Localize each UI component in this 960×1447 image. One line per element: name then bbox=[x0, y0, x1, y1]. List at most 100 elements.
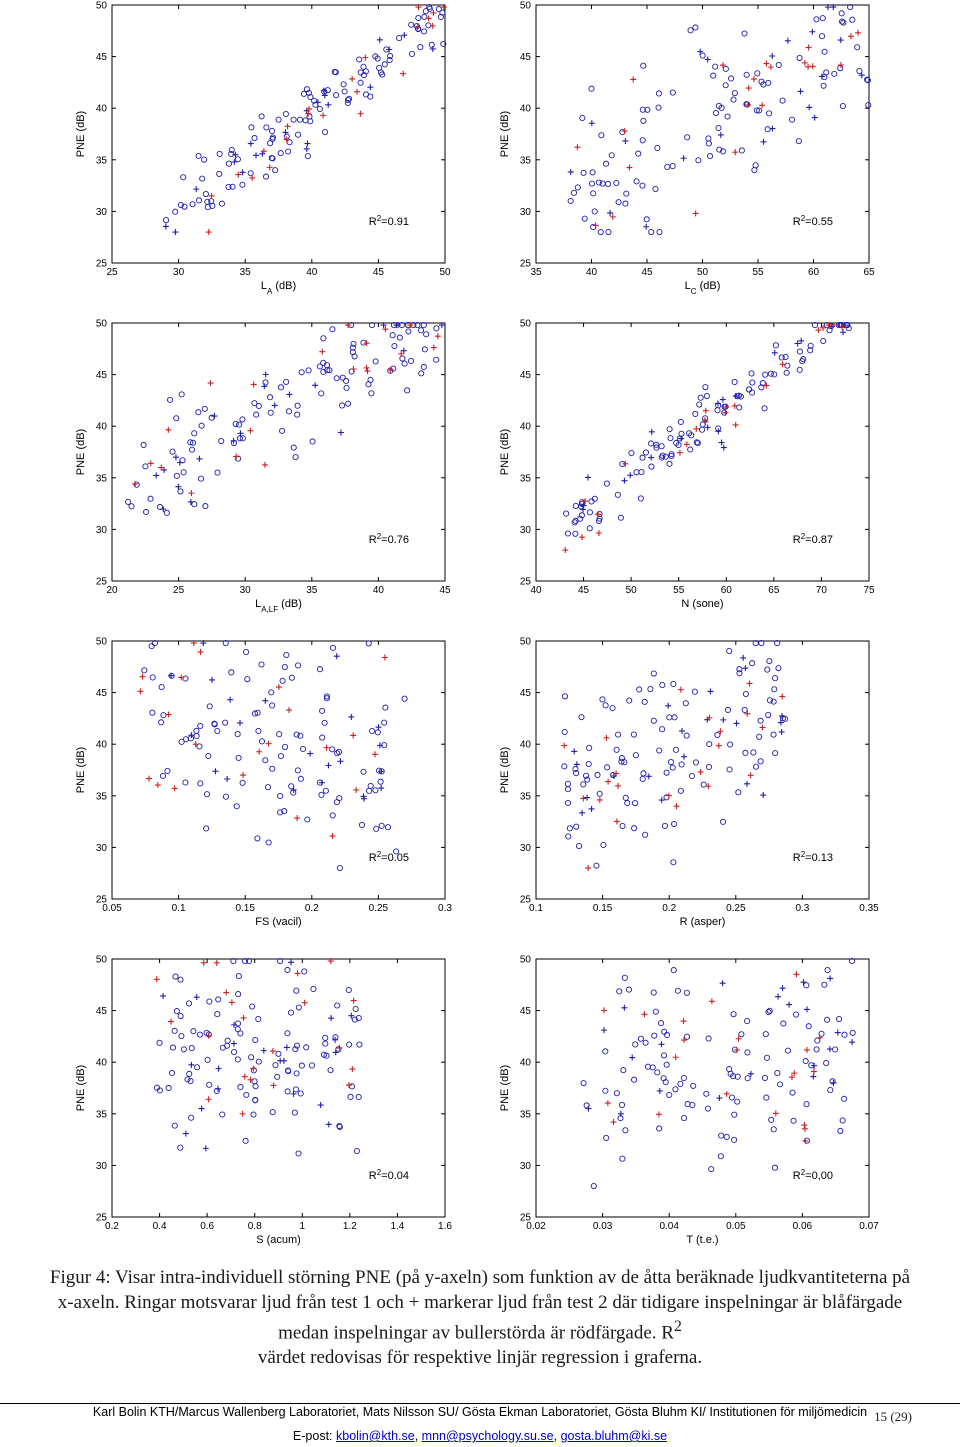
data-point-circle bbox=[647, 440, 655, 447]
data-point-plus-red bbox=[382, 326, 389, 333]
data-point-circle bbox=[564, 530, 571, 537]
data-point-circle bbox=[838, 10, 845, 17]
data-point-circle bbox=[642, 1039, 649, 1046]
data-point-circle bbox=[565, 833, 572, 840]
data-point-plus-red bbox=[697, 768, 704, 775]
data-point-circle bbox=[251, 710, 259, 717]
x-tick-label: 40 bbox=[373, 585, 385, 596]
data-point-circle bbox=[214, 469, 221, 476]
data-point-plus-red bbox=[197, 648, 204, 655]
data-point-plus-red bbox=[680, 1018, 687, 1025]
plot-frame bbox=[535, 958, 870, 1218]
data-point-plus-red bbox=[247, 1076, 254, 1083]
data-point-circle bbox=[672, 746, 680, 753]
data-point-plus-red bbox=[732, 149, 739, 156]
data-point-circle bbox=[670, 680, 677, 687]
data-point-circle bbox=[734, 1073, 741, 1080]
data-point-circle bbox=[237, 1083, 244, 1091]
data-point-circle bbox=[650, 670, 657, 677]
data-point-circle bbox=[254, 709, 261, 716]
data-point-plus-blue bbox=[720, 444, 727, 451]
data-point-circle bbox=[322, 1034, 329, 1041]
x-tick-label: 25 bbox=[106, 267, 118, 278]
data-point-circle bbox=[563, 510, 570, 517]
data-point-circle bbox=[824, 1016, 831, 1023]
data-point-circle bbox=[618, 758, 625, 765]
data-point-plus-blue bbox=[830, 4, 837, 11]
data-point-circle bbox=[780, 1020, 787, 1027]
data-point-circle bbox=[572, 502, 579, 509]
data-point-circle bbox=[177, 1012, 184, 1020]
data-point-circle bbox=[180, 174, 187, 181]
data-point-plus-red bbox=[400, 70, 407, 77]
data-point-circle bbox=[326, 367, 333, 374]
data-point-circle bbox=[637, 495, 644, 502]
x-axis-label: N (sone) bbox=[681, 598, 723, 610]
data-point-plus-blue bbox=[617, 1110, 624, 1117]
data-point-circle bbox=[694, 439, 701, 447]
email-link-mnn[interactable]: mnn@psychology.su.se bbox=[421, 1429, 554, 1443]
y-tick-label: 50 bbox=[520, 1, 532, 12]
data-point-circle bbox=[658, 1020, 665, 1027]
data-point-circle bbox=[752, 763, 760, 770]
data-point-plus-blue bbox=[811, 1062, 818, 1069]
data-point-plus-blue bbox=[571, 748, 578, 755]
data-point-circle bbox=[724, 113, 731, 120]
data-point-circle bbox=[599, 696, 606, 703]
data-point-plus-red bbox=[609, 213, 616, 220]
data-point-plus-red bbox=[362, 54, 369, 61]
data-point-circle bbox=[303, 86, 310, 93]
data-point-circle bbox=[209, 202, 216, 210]
data-point-circle bbox=[301, 968, 308, 975]
data-point-circle bbox=[613, 179, 620, 187]
data-point-plus-blue bbox=[232, 151, 239, 158]
data-point-circle bbox=[643, 216, 650, 223]
email-link-bluhm[interactable]: gosta.bluhm@ki.se bbox=[560, 1429, 668, 1443]
data-point-circle bbox=[233, 803, 240, 810]
data-point-circle bbox=[615, 199, 622, 206]
data-point-circle bbox=[578, 512, 585, 519]
data-point-plus-blue bbox=[588, 805, 595, 812]
data-point-circle bbox=[239, 779, 246, 786]
data-point-plus-red bbox=[816, 1034, 823, 1041]
data-point-circle bbox=[829, 1078, 836, 1085]
data-point-plus-blue bbox=[231, 158, 238, 165]
data-point-circle bbox=[235, 991, 242, 998]
data-point-plus-blue bbox=[231, 1021, 238, 1028]
data-point-circle bbox=[762, 371, 769, 378]
data-point-plus-blue bbox=[401, 32, 408, 39]
data-point-circle bbox=[668, 452, 675, 460]
data-point-plus-blue bbox=[627, 472, 634, 479]
data-point-plus-blue bbox=[584, 794, 591, 801]
data-point-circle bbox=[580, 781, 587, 788]
data-point-circle bbox=[734, 1098, 741, 1105]
data-point-plus-blue bbox=[172, 229, 179, 236]
data-point-circle bbox=[254, 835, 261, 842]
chart-panel-n: 40 45 50 55 60 65 70 75 25 30 35 40 45 50 PNE (dB) N (s… bbox=[484, 318, 884, 618]
footer-emails: E-post: kbolin@kth.se, mnn@psychology.su… bbox=[0, 1429, 960, 1443]
data-point-plus-red bbox=[269, 1048, 276, 1055]
data-point-circle bbox=[639, 182, 646, 189]
data-point-plus-red bbox=[414, 24, 421, 31]
data-point-circle bbox=[140, 441, 147, 449]
data-point-plus-red bbox=[626, 164, 633, 171]
data-point-plus-blue bbox=[332, 1036, 339, 1043]
email-link-kbolin[interactable]: kbolin@kth.se bbox=[336, 1429, 415, 1443]
data-point-circle bbox=[656, 1125, 663, 1132]
data-point-circle bbox=[673, 439, 680, 447]
data-point-circle bbox=[294, 402, 301, 409]
data-point-circle bbox=[771, 371, 778, 378]
data-point-circle bbox=[417, 44, 424, 51]
data-point-plus-red bbox=[350, 997, 357, 1004]
scatter-plot-fs: 0.05 0.1 0.15 0.2 0.25 0.3 25 30 35 40 45 50 PNE (dB… bbox=[75, 637, 452, 929]
data-point-circle bbox=[235, 1020, 242, 1027]
data-point-plus-red bbox=[165, 711, 172, 718]
data-point-circle bbox=[336, 864, 343, 872]
data-point-circle bbox=[681, 1115, 688, 1122]
y-tick-label: 45 bbox=[520, 1006, 532, 1017]
data-point-circle bbox=[235, 973, 242, 980]
data-point-circle bbox=[632, 1041, 639, 1048]
data-point-circle bbox=[360, 768, 367, 775]
data-point-circle bbox=[603, 1134, 610, 1141]
data-point-plus-red bbox=[320, 112, 327, 119]
